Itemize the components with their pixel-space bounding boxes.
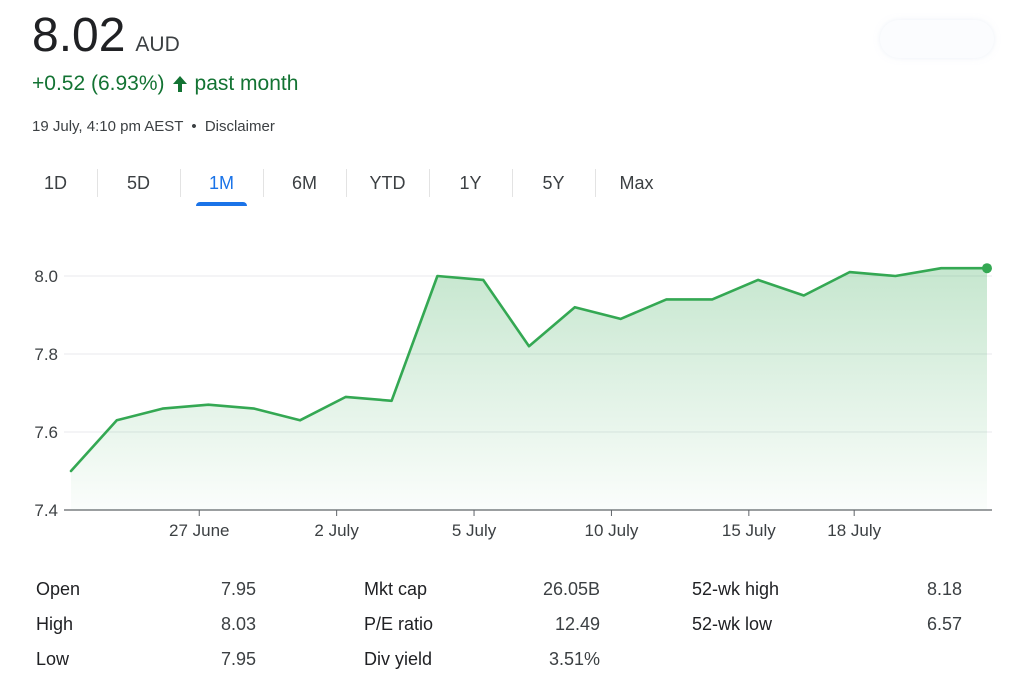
price-line [69,266,989,473]
price-chart[interactable]: 8.0 7.8 7.6 7.4 27 June 2 July 5 July 10 July 1… [0,240,1024,550]
separator-dot: • [191,118,197,135]
range-tabs: 1D 5D 1M 6M YTD 1Y 5Y Max [14,164,678,206]
last-price-point [982,263,992,274]
y-tick-label: 8.0 [34,267,58,286]
x-tick-label: 10 July [585,521,639,540]
stat-label: 52-wk high [692,579,780,599]
key-stats: Open 7.95 High 8.03 Low 7.95 Mkt cap 26.… [36,572,966,682]
stat-label: Div yield [364,649,433,669]
price-header: 8.02 AUD [32,8,180,64]
tab-1d[interactable]: 1D [43,172,67,193]
x-tick-label: 15 July [722,521,776,540]
stat-52wk-low: 52-wk low 6.57 [692,607,962,642]
quote-timestamp: 19 July, 4:10 pm AEST • Disclaimer [32,118,275,135]
stats-column-3: 52-wk high 8.18 52-wk low 6.57 [692,572,962,642]
stat-value: 7.95 [220,649,256,669]
stat-label: Low [36,649,70,669]
stat-label: Mkt cap [364,579,428,599]
stat-mkt-cap: Mkt cap 26.05B [364,572,600,607]
x-tick-label: 5 July [452,521,497,540]
change-period: past month [194,72,299,95]
x-tick-label: 27 June [169,521,230,540]
stat-value: 3.51% [548,649,600,669]
stat-label: 52-wk low [692,614,773,634]
disclaimer-link[interactable]: Disclaimer [204,118,275,135]
tab-5y[interactable]: 5Y [512,164,595,202]
stat-open: Open 7.95 [36,572,256,607]
price-area [71,268,987,510]
y-tick-label: 7.4 [34,501,58,520]
stat-value: 6.57 [926,614,962,634]
current-price: 8.02 [32,9,126,62]
arrow-up-icon [171,74,189,94]
tab-6m[interactable]: 6M [263,164,346,202]
stat-label: Open [36,579,81,599]
currency-code: AUD [135,33,180,56]
stat-value: 12.49 [554,614,600,634]
stat-high: High 8.03 [36,607,256,642]
stats-column-1: Open 7.95 High 8.03 Low 7.95 [36,572,256,677]
stat-value: 8.18 [926,579,962,599]
stat-52wk-high: 52-wk high 8.18 [692,572,962,607]
y-tick-label: 7.8 [34,345,58,364]
stats-column-2: Mkt cap 26.05B P/E ratio 12.49 Div yield… [364,572,600,677]
stat-div-yield: Div yield 3.51% [364,642,600,677]
tab-1m[interactable]: 1M [180,164,263,206]
follow-button[interactable] [880,20,994,58]
stat-pe-ratio: P/E ratio 12.49 [364,607,600,642]
y-tick-label: 7.6 [34,423,58,442]
tab-ytd[interactable]: YTD [346,164,429,202]
x-tick-label: 18 July [827,521,881,540]
change-value: +0.52 (6.93%) [32,72,165,95]
timestamp-text: 19 July, 4:10 pm AEST [32,118,184,135]
stat-value: 26.05B [542,579,600,599]
stat-label: High [36,614,74,634]
stat-value: 8.03 [220,614,256,634]
tab-5d[interactable]: 5D [97,164,180,202]
x-tick-label: 2 July [314,521,359,540]
price-change: +0.52 (6.93%) past month [32,72,298,96]
stat-label: P/E ratio [364,614,434,634]
stat-low: Low 7.95 [36,642,256,677]
tab-1y[interactable]: 1Y [429,164,512,202]
tab-max[interactable]: Max [595,164,678,202]
stat-value: 7.95 [220,579,256,599]
